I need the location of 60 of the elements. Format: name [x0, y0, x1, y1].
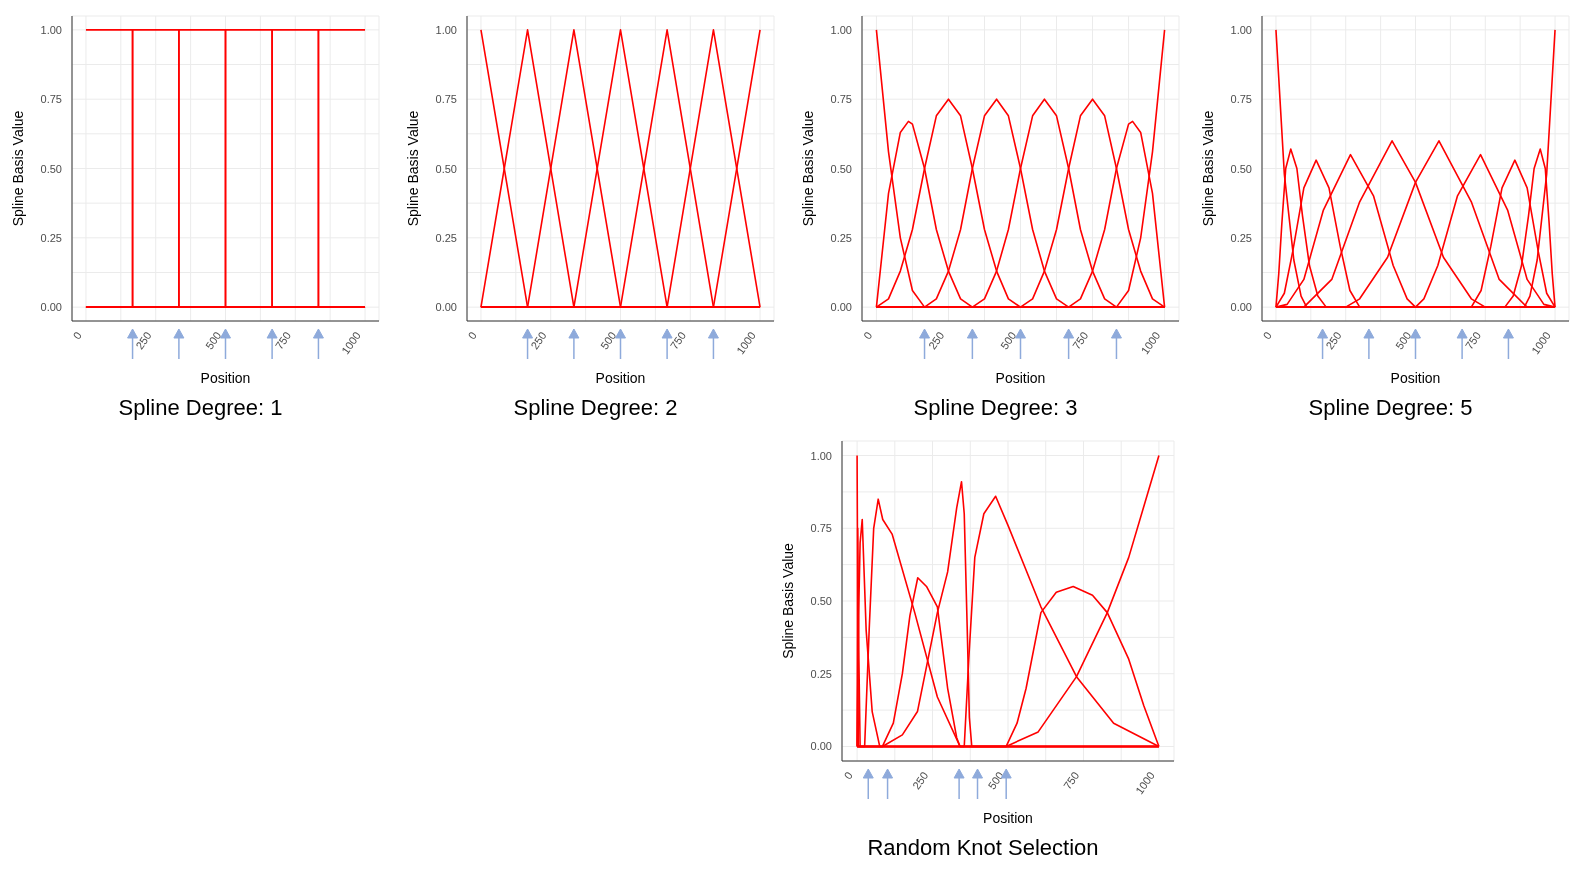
- y-tick-label: 1.00: [810, 449, 832, 462]
- y-tick-label: 0.00: [435, 301, 457, 314]
- x-tick-label: 500: [1393, 329, 1414, 352]
- x-tick-label: 750: [1462, 329, 1484, 352]
- y-tick-label: 0.75: [40, 93, 62, 106]
- x-tick-label: 250: [133, 329, 154, 352]
- text: Spline Degree: 2: [512, 395, 679, 421]
- y-tick-label: 0.25: [830, 231, 852, 244]
- y-tick-label: 0.50: [40, 162, 62, 175]
- y-tick-label: 1.00: [1230, 23, 1252, 36]
- x-axis-title: Position: [595, 370, 646, 386]
- text: Spline Degree: 5: [1307, 395, 1474, 421]
- y-tick-label: 1.00: [435, 23, 457, 36]
- y-tick-label: 0.50: [1230, 162, 1252, 175]
- y-tick-label: 0.75: [435, 93, 457, 106]
- x-tick-label: 750: [1061, 769, 1082, 792]
- x-tick-label: 750: [667, 329, 689, 352]
- text: Spline Degree: 3: [912, 395, 1079, 421]
- x-axis-title: Position: [983, 810, 1033, 826]
- y-axis-title: Spline Basis Value: [779, 542, 796, 659]
- y-axis-title: Spline Basis Value: [9, 110, 26, 227]
- x-axis-title: Position: [200, 370, 251, 386]
- y-tick-label: 0.25: [810, 667, 832, 680]
- x-tick-label: 0: [1260, 329, 1274, 342]
- text: Random Knot Selection: [866, 835, 1100, 861]
- x-tick-label: 500: [985, 769, 1006, 792]
- y-tick-label: 0.00: [40, 301, 62, 314]
- x-tick-label: 500: [598, 329, 619, 352]
- y-tick-label: 0.50: [810, 595, 832, 607]
- y-tick-label: 0.75: [810, 522, 832, 535]
- x-tick-label: 500: [203, 329, 224, 352]
- y-axis-title: Spline Basis Value: [404, 110, 421, 227]
- x-tick-label: 0: [465, 329, 479, 342]
- text: Spline Degree: 1: [117, 395, 284, 421]
- y-tick-label: 0.50: [830, 162, 852, 175]
- x-axis-title: Position: [995, 370, 1046, 386]
- x-tick-label: 250: [926, 329, 947, 352]
- y-tick-label: 1.00: [40, 23, 62, 36]
- x-tick-label: 250: [910, 769, 931, 792]
- x-tick-label: 750: [272, 329, 294, 352]
- y-tick-label: 0.00: [830, 301, 852, 314]
- y-tick-label: 0.75: [830, 93, 852, 106]
- x-tick-label: 750: [1070, 329, 1091, 352]
- x-tick-label: 0: [70, 329, 84, 342]
- y-tick-label: 0.00: [1230, 301, 1252, 314]
- x-tick-label: 250: [528, 329, 549, 352]
- y-axis-title: Spline Basis Value: [1199, 110, 1216, 227]
- y-tick-label: 0.00: [810, 740, 832, 753]
- y-tick-label: 1.00: [830, 23, 852, 36]
- y-tick-label: 0.25: [435, 231, 457, 244]
- x-axis-title: Position: [1390, 370, 1441, 386]
- x-tick-label: 500: [998, 329, 1019, 352]
- y-tick-label: 0.25: [40, 231, 62, 244]
- y-tick-label: 0.25: [1230, 231, 1252, 244]
- y-tick-label: 0.75: [1230, 93, 1252, 106]
- y-axis-title: Spline Basis Value: [799, 110, 816, 227]
- y-tick-label: 0.50: [435, 162, 457, 175]
- x-tick-label: 250: [1323, 329, 1344, 352]
- x-tick-label: 0: [841, 769, 856, 782]
- x-tick-label: 0: [860, 329, 875, 342]
